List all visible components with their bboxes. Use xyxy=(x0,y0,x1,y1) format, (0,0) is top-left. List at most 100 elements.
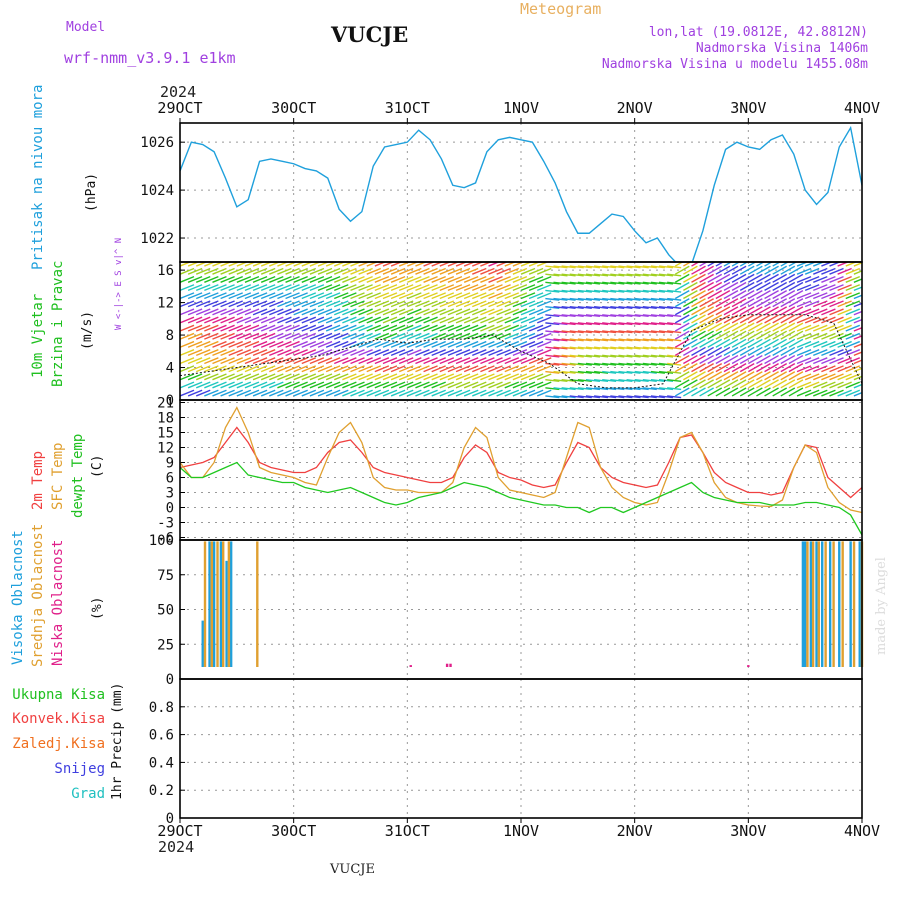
wind-barb xyxy=(561,338,576,342)
wind-barb xyxy=(480,373,495,381)
wind-barb xyxy=(220,275,235,283)
wind-barb xyxy=(756,314,771,324)
wind-barb xyxy=(342,340,357,348)
wind-barb xyxy=(788,387,804,397)
wind-barb xyxy=(252,262,265,267)
wind-barb xyxy=(382,275,398,283)
wind-barb xyxy=(269,373,284,381)
wind-barb xyxy=(277,262,290,267)
wind-barb xyxy=(829,373,844,381)
wind-barb xyxy=(610,354,625,358)
wind-barb xyxy=(796,308,812,316)
wind-barb xyxy=(480,389,495,397)
wind-barb xyxy=(804,300,820,308)
wind-barb xyxy=(236,275,252,283)
wind-barb xyxy=(455,292,471,300)
wind-barb xyxy=(212,300,227,308)
wind-barb xyxy=(325,365,341,373)
cloud-high-bar xyxy=(208,541,211,667)
wind-barb xyxy=(358,275,373,283)
wind-barb xyxy=(407,365,422,373)
wind-barb xyxy=(447,284,463,292)
wind-barb xyxy=(374,262,387,267)
wind-barb xyxy=(260,349,276,357)
wind-barb xyxy=(650,297,665,301)
wind-barb xyxy=(853,343,862,348)
wind-barb xyxy=(715,338,731,348)
model-label: Model xyxy=(66,20,106,35)
wind-barb xyxy=(536,284,552,292)
wind-barb xyxy=(488,365,503,373)
wind-barb xyxy=(180,284,195,292)
cloud-low-label: Niska Oblacnost xyxy=(50,539,66,666)
wind-barb xyxy=(634,305,649,309)
wind-barb xyxy=(780,306,796,316)
wind-barb xyxy=(301,340,317,348)
wind-barb xyxy=(212,332,227,340)
wind-barb xyxy=(407,373,422,381)
wind-barb xyxy=(228,332,243,340)
wind-barb xyxy=(512,300,528,308)
wind-barb xyxy=(309,267,325,275)
wind-barb xyxy=(390,389,406,397)
wind-barb xyxy=(756,322,771,332)
wind-barb xyxy=(317,316,333,324)
wind-barb xyxy=(723,265,739,275)
wind-barb xyxy=(829,357,844,365)
wind-barb xyxy=(504,324,520,332)
wind-barb xyxy=(350,340,365,348)
wind-barb xyxy=(309,262,322,267)
wind-barb xyxy=(496,284,511,292)
wind-barb xyxy=(463,349,479,357)
wind-barb xyxy=(374,373,390,381)
wind-barb xyxy=(195,332,211,340)
wind-barb xyxy=(650,305,665,309)
wind-barb xyxy=(569,281,584,285)
wind-barb xyxy=(699,354,714,365)
wind-barb xyxy=(439,349,455,357)
wind-barb xyxy=(423,349,438,357)
wind-barb xyxy=(431,389,446,397)
wind-barb xyxy=(788,338,804,348)
wind-barb xyxy=(626,346,641,350)
wind-barb xyxy=(228,340,243,348)
wind-barb xyxy=(496,365,511,373)
wind-barb xyxy=(853,286,862,292)
wind-barb xyxy=(821,357,836,365)
wind-barb xyxy=(561,265,576,269)
wind-barb xyxy=(642,370,657,374)
wind-barb xyxy=(585,265,601,269)
wind-barb xyxy=(228,308,243,316)
wind-barb xyxy=(610,346,625,350)
wind-barb xyxy=(545,370,560,374)
wind-barb xyxy=(813,324,828,332)
cloud-high-bar xyxy=(201,620,204,667)
wind-barb xyxy=(204,284,219,292)
wind-barb xyxy=(236,340,252,348)
wind-barb xyxy=(277,324,292,332)
wind-barb xyxy=(431,324,446,332)
wind-barb xyxy=(504,267,520,275)
wind-barb xyxy=(325,267,341,275)
y-tick-label: -3 xyxy=(157,516,174,532)
wind-barb xyxy=(455,300,471,308)
wind-barb xyxy=(366,308,382,316)
wind-barb xyxy=(845,292,861,300)
wind-barb xyxy=(228,262,241,267)
wind-barb xyxy=(674,322,690,332)
wind-barb xyxy=(236,332,252,340)
wind-barb xyxy=(187,340,203,348)
cloud-high-bar xyxy=(849,541,852,667)
wind-barb xyxy=(212,324,227,332)
wind-barb xyxy=(536,389,552,397)
wind-barb xyxy=(415,300,430,308)
wind-barb xyxy=(423,357,438,365)
wind-barb xyxy=(642,338,657,342)
wind-barb xyxy=(398,365,414,373)
wind-barb xyxy=(488,340,503,348)
wind-barb xyxy=(488,300,503,308)
wind-barb xyxy=(374,349,390,357)
wind-barb xyxy=(325,381,341,389)
wind-barb xyxy=(731,265,747,275)
wind-barb xyxy=(382,262,395,267)
